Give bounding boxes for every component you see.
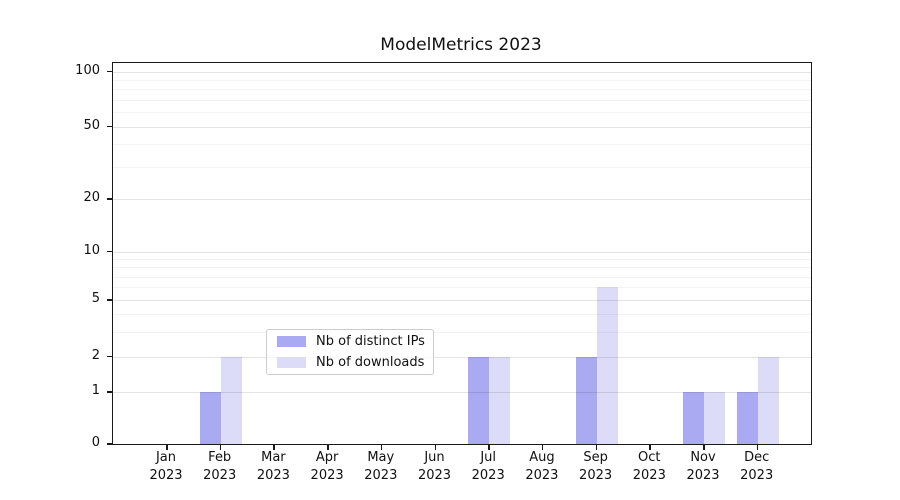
legend-label: Nb of downloads	[316, 355, 425, 370]
y-tick-label: 50	[83, 117, 100, 133]
y-tick-mark	[107, 443, 112, 445]
x-tick-label: Jan 2023	[149, 450, 183, 483]
x-tick-label: Dec 2023	[740, 450, 774, 483]
bar-nb-of-distinct-ips-jul	[468, 356, 490, 444]
y-tick-mark	[107, 391, 112, 393]
y-tick-label: 1	[91, 383, 100, 399]
y-tick-label: 20	[83, 190, 100, 206]
y-tick-mark	[107, 355, 112, 358]
legend-label: Nb of distinct IPs	[316, 334, 425, 349]
gridline-major	[113, 300, 811, 302]
y-tick-mark	[107, 125, 112, 128]
gridline-major	[113, 251, 811, 253]
legend-row: Nb of distinct IPs	[267, 333, 433, 351]
legend-swatch	[277, 336, 306, 347]
y-tick-mark	[107, 299, 112, 301]
gridline-minor	[113, 144, 811, 146]
x-tick-mark	[219, 444, 222, 450]
y-tick-label: 0	[91, 435, 100, 450]
plot-area	[112, 62, 812, 445]
x-tick-mark	[434, 444, 436, 450]
gridline-major	[113, 126, 811, 128]
gridline-minor	[113, 287, 811, 289]
bar-nb-of-distinct-ips-feb	[199, 392, 221, 444]
x-tick-mark	[380, 444, 383, 450]
legend-swatch	[277, 357, 306, 368]
chart-title: ModelMetrics 2023	[380, 35, 542, 55]
gridline-minor	[113, 167, 811, 169]
y-tick-label: 5	[91, 291, 100, 307]
x-tick-label: Aug 2023	[525, 450, 559, 483]
bar-nb-of-distinct-ips-sep	[575, 356, 597, 444]
gridline-major	[113, 199, 811, 201]
legend: Nb of distinct IPs Nb of downloads	[266, 329, 434, 375]
gridline-minor	[113, 112, 811, 114]
x-tick-mark	[327, 444, 329, 450]
x-tick-label: Jun 2023	[417, 450, 452, 483]
bar-nb-of-downloads-sep	[596, 287, 618, 444]
x-tick-mark	[756, 444, 759, 450]
x-tick-label: Jul 2023	[471, 450, 505, 483]
bar-nb-of-downloads-jul	[489, 356, 511, 444]
y-tick-mark	[107, 198, 112, 200]
gridline-major	[113, 356, 811, 358]
legend-row: Nb of downloads	[267, 354, 433, 372]
bar-nb-of-distinct-ips-nov	[683, 392, 704, 444]
gridline-minor	[113, 276, 811, 278]
gridline-minor	[113, 80, 811, 82]
x-tick-label: Sep 2023	[579, 450, 613, 483]
x-tick-label: Oct 2023	[632, 450, 666, 483]
y-tick-label: 2	[91, 347, 100, 363]
bar-nb-of-downloads-feb	[220, 356, 242, 444]
gridline-minor	[113, 267, 811, 269]
y-tick-label: 100	[75, 62, 100, 78]
x-tick-mark	[273, 444, 275, 450]
bar-nb-of-downloads-nov	[704, 392, 725, 444]
y-tick-mark	[107, 250, 112, 253]
bar-nb-of-distinct-ips-dec	[736, 392, 758, 444]
bar-nb-of-downloads-dec	[757, 356, 779, 444]
gridline-major	[113, 71, 811, 73]
gridline-minor	[113, 89, 811, 91]
x-tick-label: Apr 2023	[310, 450, 344, 483]
x-tick-label: Nov 2023	[686, 450, 720, 483]
x-tick-mark	[595, 444, 598, 450]
gridline-minor	[113, 99, 811, 101]
x-tick-mark	[649, 444, 651, 450]
y-tick-mark	[107, 70, 112, 73]
x-tick-mark	[488, 444, 490, 450]
x-tick-mark	[703, 444, 705, 450]
x-tick-label: May 2023	[364, 450, 398, 483]
gridline-minor	[113, 313, 811, 315]
gridline-minor	[113, 259, 811, 261]
gridline-minor	[113, 331, 811, 333]
x-tick-mark	[541, 444, 544, 450]
x-tick-mark	[166, 444, 168, 450]
x-tick-label: Feb 2023	[203, 450, 237, 483]
y-tick-label: 10	[83, 242, 100, 258]
x-tick-label: Mar 2023	[256, 450, 290, 483]
